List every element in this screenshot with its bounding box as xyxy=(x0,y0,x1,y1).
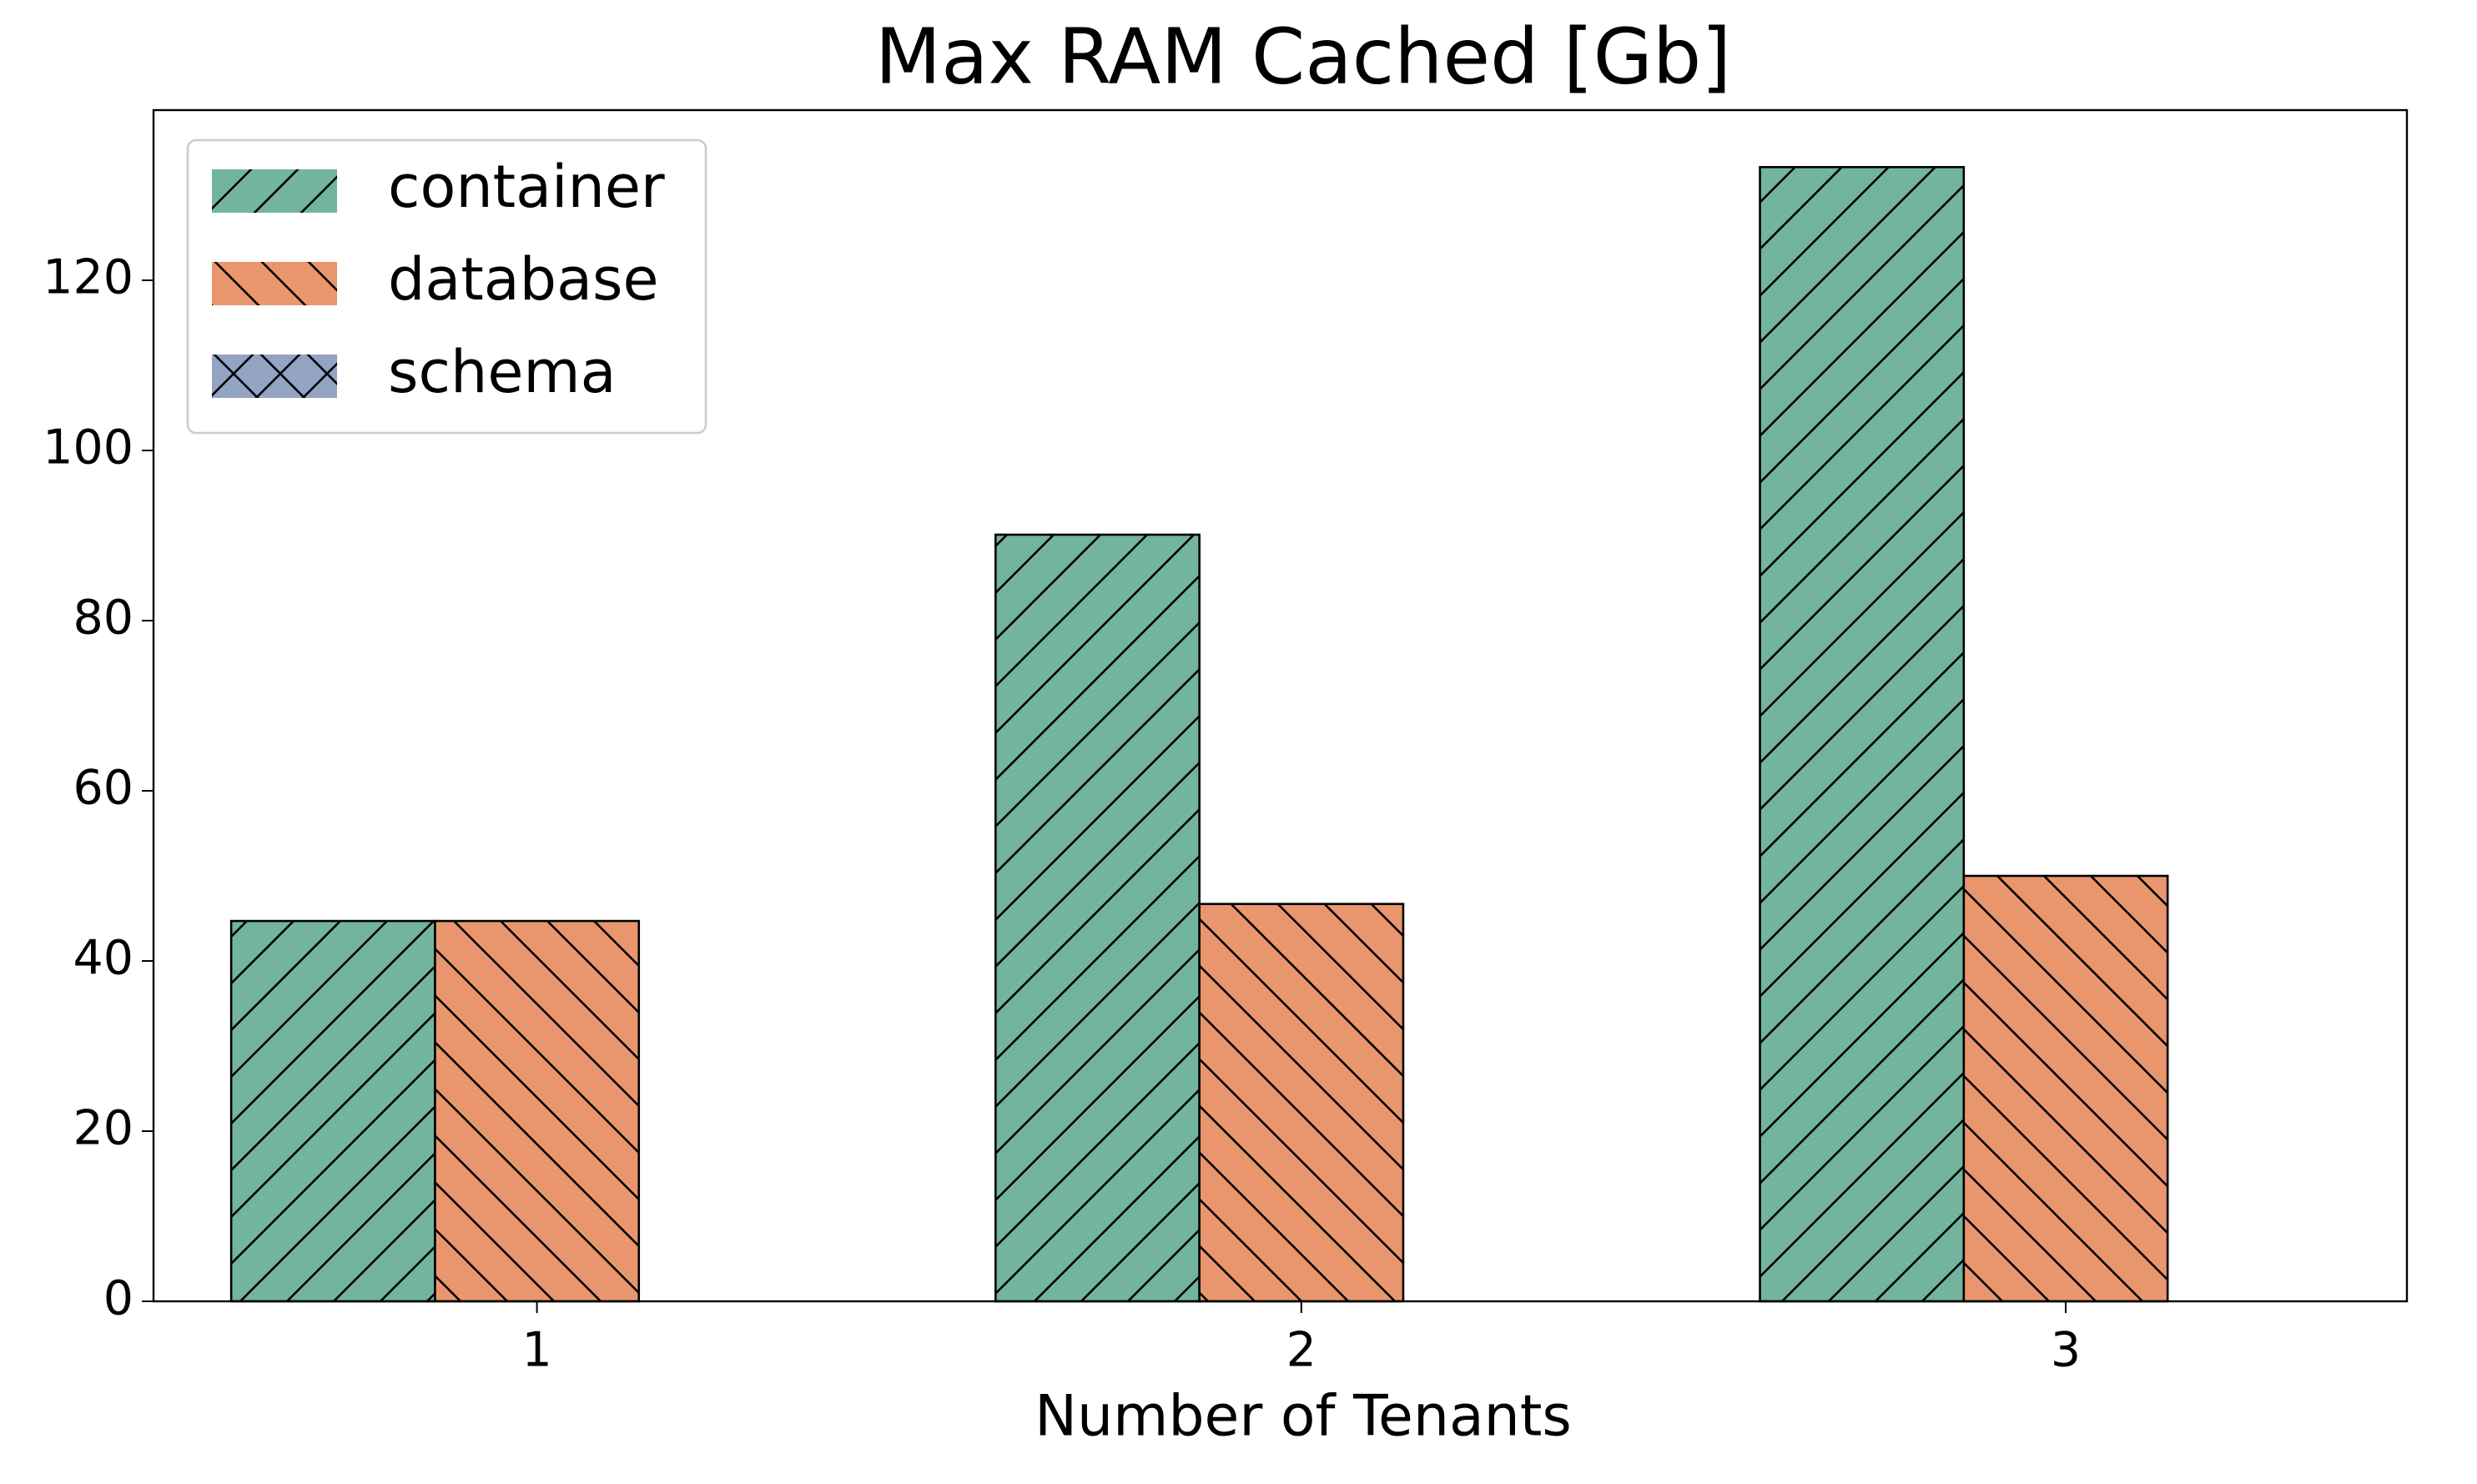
x-axis-label: Number of Tenants xyxy=(1035,1384,1572,1450)
bar xyxy=(1962,874,2169,1303)
y-tick-label: 60 xyxy=(73,761,133,816)
bar xyxy=(1759,166,1966,1303)
x-tick-label: 1 xyxy=(521,1323,551,1378)
bar xyxy=(1198,903,1405,1303)
legend-label: container xyxy=(388,153,665,221)
legend-swatch xyxy=(212,355,337,398)
x-tick-label: 2 xyxy=(1286,1323,1317,1378)
x-tick-label: 3 xyxy=(2051,1323,2081,1378)
bar xyxy=(434,919,641,1303)
y-tick-label: 40 xyxy=(73,931,133,986)
chart-title: Max RAM Cached [Gb] xyxy=(875,12,1731,101)
legend-swatch xyxy=(212,169,337,213)
y-tick-label: 0 xyxy=(103,1271,133,1326)
bar xyxy=(229,919,436,1303)
y-tick-label: 120 xyxy=(43,250,133,305)
legend-label: schema xyxy=(388,338,616,406)
y-tick-label: 80 xyxy=(73,591,133,646)
y-tick-label: 20 xyxy=(73,1101,133,1156)
bar xyxy=(994,533,1201,1303)
legend-swatch xyxy=(212,262,337,305)
y-tick-label: 100 xyxy=(43,420,133,475)
legend-label: database xyxy=(388,245,659,314)
plot-frame xyxy=(152,108,2409,1303)
